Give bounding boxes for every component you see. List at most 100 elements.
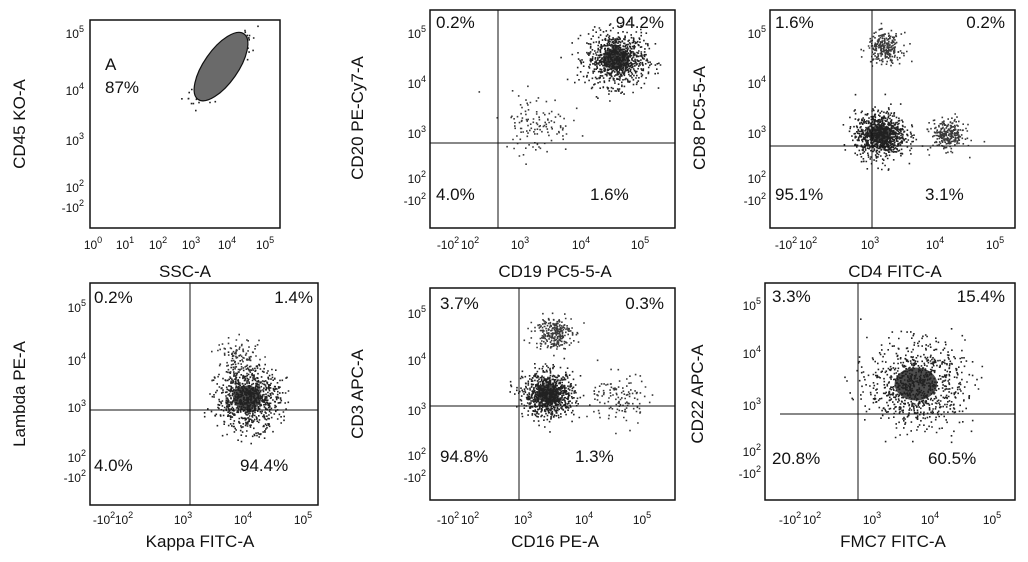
x-tick-label: 103 xyxy=(514,510,532,527)
x-axis-label: CD4 FITC-A xyxy=(848,262,942,281)
y-tick-labels: -102 102 103 104 105 xyxy=(739,296,761,481)
x-tick-label: 105 xyxy=(633,510,651,527)
y-tick-label: 105 xyxy=(408,24,426,41)
scatter-dots xyxy=(478,20,662,165)
x-axis-label: CD19 PC5-5-A xyxy=(498,262,612,281)
scatter-dots xyxy=(844,295,984,444)
x-tick-label: -102 xyxy=(93,510,115,527)
population-0-core xyxy=(536,385,560,403)
panel-cd20-cd19: 0.2% 94.2% 4.0% 1.6% CD19 PC5-5-A CD20 P… xyxy=(348,9,676,281)
gate-a xyxy=(193,31,249,102)
y-axis-label: CD3 APC-A xyxy=(348,348,367,438)
x-tick-label: 102 xyxy=(149,235,167,252)
x-tick-label: 103 xyxy=(863,510,881,527)
x-tick-label: 104 xyxy=(572,235,590,252)
x-tick-label: 104 xyxy=(218,235,236,252)
plot-frame xyxy=(89,19,281,229)
y-tick-label: 102 xyxy=(748,169,766,186)
quadrant-lower-right: 94.4% xyxy=(240,456,288,475)
y-tick-labels: -102 102 103 104 105 xyxy=(404,24,426,208)
y-axis-label: CD22 APC-A xyxy=(688,344,707,444)
scatter-dots xyxy=(203,333,290,445)
panel-cd22-fmc7: 3.3% 15.4% 20.8% 60.5% FMC7 FITC-A CD22 … xyxy=(688,282,1016,551)
x-tick-label: 103 xyxy=(511,235,529,252)
quadrant-upper-left: 0.2% xyxy=(436,13,475,32)
y-tick-label: 105 xyxy=(408,304,426,321)
x-tick-label: 103 xyxy=(861,235,879,252)
quadrant-upper-right: 94.2% xyxy=(616,13,664,32)
quadrant-lower-left: 4.0% xyxy=(436,185,475,204)
x-axis-label: FMC7 FITC-A xyxy=(840,532,946,551)
y-tick-labels: -102 102 103 104 105 xyxy=(744,24,766,208)
x-tick-label: 103 xyxy=(174,510,192,527)
quadrant-upper-left: 3.3% xyxy=(772,287,811,306)
y-tick-label: 104 xyxy=(66,81,84,98)
y-tick-label: 104 xyxy=(408,74,426,91)
y-tick-label: 103 xyxy=(66,131,84,148)
population-1-dots xyxy=(860,22,913,67)
x-tick-labels: -102 102 103 104 105 xyxy=(437,235,649,252)
y-tick-labels: -102 102 103 104 105 xyxy=(62,24,84,215)
y-tick-label: 103 xyxy=(408,124,426,141)
y-tick-label: 105 xyxy=(68,298,86,315)
quadrant-lower-right: 3.1% xyxy=(925,185,964,204)
x-axis-label: SSC-A xyxy=(159,262,212,281)
x-tick-label: 105 xyxy=(294,510,312,527)
quadrant-lower-left: 20.8% xyxy=(772,449,820,468)
x-tick-label: 102 xyxy=(803,510,821,527)
y-tick-label: 102 xyxy=(743,442,761,459)
y-tick-label: -102 xyxy=(64,468,86,485)
scatter-dots xyxy=(509,312,654,435)
quadrant-lower-left: 4.0% xyxy=(94,456,133,475)
x-tick-label: 104 xyxy=(921,510,939,527)
plot-frame xyxy=(89,282,319,506)
x-tick-label: 105 xyxy=(631,235,649,252)
y-tick-label: 102 xyxy=(408,446,426,463)
quadrant-upper-right: 1.4% xyxy=(274,288,313,307)
x-tick-labels: 100 101 102 103 104 105 xyxy=(84,235,274,252)
gate-outline xyxy=(193,31,249,102)
quadrant-upper-left: 1.6% xyxy=(775,13,814,32)
population-0-core xyxy=(868,125,892,143)
y-tick-label: 103 xyxy=(743,396,761,413)
y-tick-label: 104 xyxy=(743,344,761,361)
y-tick-label: 103 xyxy=(748,124,766,141)
y-tick-label: -102 xyxy=(404,191,426,208)
quadrant-lower-right: 1.6% xyxy=(590,185,629,204)
panel-lambda-kappa: 0.2% 1.4% 4.0% 94.4% Kappa FITC-A Lambda… xyxy=(10,282,319,551)
x-tick-labels: -102 102 103 104 105 xyxy=(437,510,651,527)
y-tick-label: 103 xyxy=(68,398,86,415)
quadrant-upper-left: 3.7% xyxy=(440,294,479,313)
x-tick-label: 104 xyxy=(575,510,593,527)
quadrant-upper-right: 0.2% xyxy=(966,13,1005,32)
x-tick-label: -102 xyxy=(437,235,459,252)
x-tick-label: 102 xyxy=(461,510,479,527)
x-tick-label: 103 xyxy=(182,235,200,252)
quadrant-lower-right: 60.5% xyxy=(928,449,976,468)
y-tick-label: 102 xyxy=(66,178,84,195)
y-tick-label: 102 xyxy=(408,169,426,186)
x-tick-label: 104 xyxy=(234,510,252,527)
gate-percent: 87% xyxy=(105,78,139,97)
y-axis-label: CD20 PE-Cy7-A xyxy=(348,55,367,179)
x-tick-label: -102 xyxy=(437,510,459,527)
x-axis-label: Kappa FITC-A xyxy=(146,532,255,551)
y-tick-label: 104 xyxy=(748,74,766,91)
y-tick-label: 105 xyxy=(743,296,761,313)
y-tick-label: -102 xyxy=(744,191,766,208)
x-tick-label: -102 xyxy=(779,510,801,527)
panel-cd3-cd16: 3.7% 0.3% 94.8% 1.3% CD16 PE-A CD3 APC-A… xyxy=(348,287,676,551)
x-tick-label: 105 xyxy=(256,235,274,252)
y-tick-label: 105 xyxy=(66,24,84,41)
quadrant-upper-right: 0.3% xyxy=(625,294,664,313)
gate-label: A xyxy=(105,55,117,74)
population-0-core xyxy=(602,48,630,70)
quadrant-upper-right: 15.4% xyxy=(957,287,1005,306)
x-tick-labels: -102 102 103 104 105 xyxy=(93,510,312,527)
population-0-core xyxy=(894,367,938,401)
x-tick-label: 104 xyxy=(926,235,944,252)
population-1-dots xyxy=(523,312,585,357)
y-tick-label: -102 xyxy=(739,464,761,481)
